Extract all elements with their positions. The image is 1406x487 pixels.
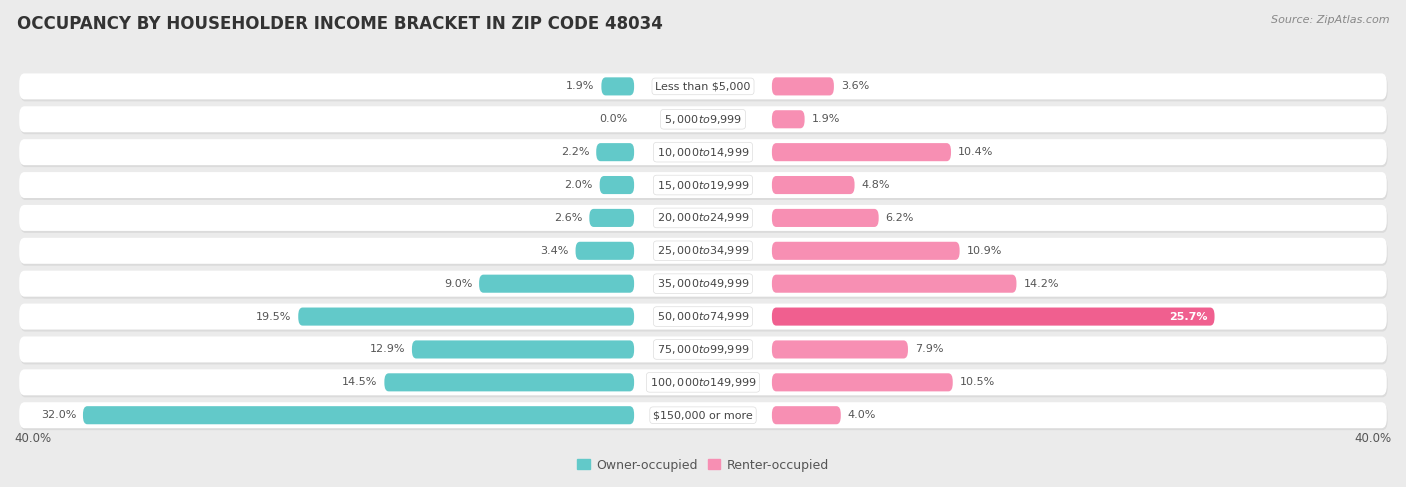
- FancyBboxPatch shape: [772, 110, 804, 128]
- FancyBboxPatch shape: [772, 406, 841, 424]
- Text: 3.6%: 3.6%: [841, 81, 869, 92]
- Text: 2.2%: 2.2%: [561, 147, 589, 157]
- FancyBboxPatch shape: [772, 77, 834, 95]
- Text: 10.4%: 10.4%: [957, 147, 993, 157]
- Text: 4.8%: 4.8%: [862, 180, 890, 190]
- FancyBboxPatch shape: [83, 406, 634, 424]
- FancyBboxPatch shape: [20, 273, 1388, 299]
- FancyBboxPatch shape: [599, 176, 634, 194]
- FancyBboxPatch shape: [602, 77, 634, 95]
- FancyBboxPatch shape: [412, 340, 634, 358]
- Text: 9.0%: 9.0%: [444, 279, 472, 289]
- FancyBboxPatch shape: [20, 172, 1386, 198]
- FancyBboxPatch shape: [772, 307, 1215, 326]
- FancyBboxPatch shape: [298, 307, 634, 326]
- Text: 3.4%: 3.4%: [540, 246, 568, 256]
- Text: $20,000 to $24,999: $20,000 to $24,999: [657, 211, 749, 225]
- FancyBboxPatch shape: [20, 303, 1386, 330]
- FancyBboxPatch shape: [772, 209, 879, 227]
- FancyBboxPatch shape: [20, 402, 1386, 428]
- FancyBboxPatch shape: [20, 240, 1388, 266]
- FancyBboxPatch shape: [20, 338, 1388, 364]
- FancyBboxPatch shape: [20, 205, 1386, 231]
- FancyBboxPatch shape: [20, 174, 1388, 200]
- FancyBboxPatch shape: [20, 207, 1388, 233]
- Text: $5,000 to $9,999: $5,000 to $9,999: [664, 113, 742, 126]
- Text: $75,000 to $99,999: $75,000 to $99,999: [657, 343, 749, 356]
- Text: 4.0%: 4.0%: [848, 410, 876, 420]
- FancyBboxPatch shape: [20, 108, 1388, 134]
- FancyBboxPatch shape: [772, 374, 953, 392]
- Text: 40.0%: 40.0%: [1355, 432, 1392, 445]
- Text: 10.9%: 10.9%: [966, 246, 1002, 256]
- Text: $25,000 to $34,999: $25,000 to $34,999: [657, 244, 749, 257]
- FancyBboxPatch shape: [20, 371, 1388, 397]
- FancyBboxPatch shape: [772, 242, 960, 260]
- Text: OCCUPANCY BY HOUSEHOLDER INCOME BRACKET IN ZIP CODE 48034: OCCUPANCY BY HOUSEHOLDER INCOME BRACKET …: [17, 15, 662, 33]
- Text: 2.6%: 2.6%: [554, 213, 582, 223]
- Text: 7.9%: 7.9%: [915, 344, 943, 355]
- Text: 40.0%: 40.0%: [14, 432, 51, 445]
- FancyBboxPatch shape: [589, 209, 634, 227]
- Text: 14.2%: 14.2%: [1024, 279, 1059, 289]
- Text: 32.0%: 32.0%: [41, 410, 76, 420]
- Text: $50,000 to $74,999: $50,000 to $74,999: [657, 310, 749, 323]
- FancyBboxPatch shape: [20, 74, 1386, 99]
- FancyBboxPatch shape: [20, 139, 1386, 165]
- FancyBboxPatch shape: [20, 404, 1388, 430]
- FancyBboxPatch shape: [575, 242, 634, 260]
- FancyBboxPatch shape: [20, 141, 1388, 167]
- Text: Source: ZipAtlas.com: Source: ZipAtlas.com: [1271, 15, 1389, 25]
- Text: 6.2%: 6.2%: [886, 213, 914, 223]
- FancyBboxPatch shape: [20, 75, 1388, 101]
- Text: $15,000 to $19,999: $15,000 to $19,999: [657, 179, 749, 191]
- FancyBboxPatch shape: [596, 143, 634, 161]
- Text: $10,000 to $14,999: $10,000 to $14,999: [657, 146, 749, 159]
- FancyBboxPatch shape: [20, 238, 1386, 264]
- FancyBboxPatch shape: [20, 271, 1386, 297]
- Text: 25.7%: 25.7%: [1170, 312, 1208, 321]
- Text: 1.9%: 1.9%: [811, 114, 839, 124]
- FancyBboxPatch shape: [772, 143, 950, 161]
- FancyBboxPatch shape: [20, 369, 1386, 395]
- Text: 2.0%: 2.0%: [564, 180, 593, 190]
- FancyBboxPatch shape: [384, 374, 634, 392]
- Text: $150,000 or more: $150,000 or more: [654, 410, 752, 420]
- Text: 12.9%: 12.9%: [370, 344, 405, 355]
- FancyBboxPatch shape: [772, 176, 855, 194]
- Text: 14.5%: 14.5%: [342, 377, 377, 387]
- Text: 0.0%: 0.0%: [599, 114, 627, 124]
- Text: $100,000 to $149,999: $100,000 to $149,999: [650, 376, 756, 389]
- FancyBboxPatch shape: [20, 305, 1388, 332]
- FancyBboxPatch shape: [772, 275, 1017, 293]
- FancyBboxPatch shape: [20, 106, 1386, 132]
- Legend: Owner-occupied, Renter-occupied: Owner-occupied, Renter-occupied: [578, 459, 828, 471]
- FancyBboxPatch shape: [20, 337, 1386, 362]
- Text: Less than $5,000: Less than $5,000: [655, 81, 751, 92]
- FancyBboxPatch shape: [479, 275, 634, 293]
- Text: 10.5%: 10.5%: [960, 377, 995, 387]
- Text: $35,000 to $49,999: $35,000 to $49,999: [657, 277, 749, 290]
- FancyBboxPatch shape: [772, 340, 908, 358]
- Text: 1.9%: 1.9%: [567, 81, 595, 92]
- Text: 19.5%: 19.5%: [256, 312, 291, 321]
